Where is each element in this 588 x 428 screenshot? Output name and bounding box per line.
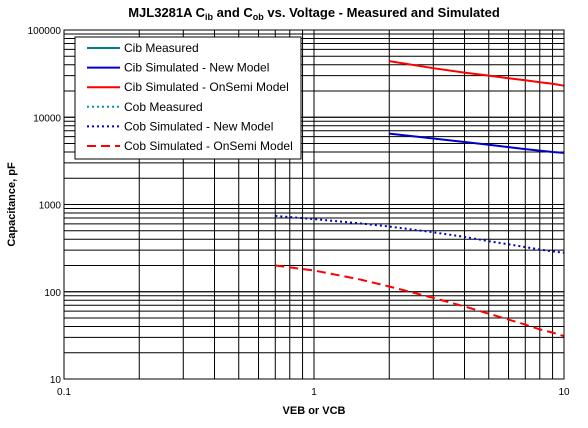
- legend-box: [74, 36, 302, 160]
- legend-label: Cob Simulated - New Model: [124, 119, 273, 133]
- series-line: [389, 132, 565, 154]
- legend-label: Cob Measured: [124, 100, 203, 114]
- chart-title: MJL3281A Cib and Cob vs. Voltage - Measu…: [128, 5, 500, 22]
- series-line: [389, 60, 565, 87]
- series-line: [275, 214, 565, 254]
- legend-items: Cib Measured Cib Simulated - New Model Cib…: [87, 41, 293, 153]
- title-prefix: MJL3281A C: [128, 5, 205, 20]
- series-line: [275, 264, 565, 338]
- tick-labels: 0.1 1 10 10 100 1000 10000 100000: [28, 26, 570, 398]
- title-sub-ob: ob: [253, 12, 264, 22]
- y-tick-label: 10000: [33, 113, 61, 124]
- legend: Cib Measured Cib Simulated - New Model Cib…: [74, 36, 302, 160]
- title-sub-ib: ib: [205, 12, 214, 22]
- legend-label: Cib Simulated - OnSemi Model: [124, 80, 289, 94]
- x-axis-title: VEB or VCB: [283, 405, 346, 417]
- legend-label: Cob Simulated - OnSemi Model: [124, 139, 293, 153]
- series-layer: [275, 60, 565, 338]
- title-mid: and C: [213, 5, 253, 20]
- legend-label: Cib Measured: [124, 41, 199, 55]
- title-suffix: vs. Voltage - Measured and Simulated: [264, 5, 500, 20]
- y-tick-label: 100: [44, 288, 61, 299]
- legend-label: Cib Simulated - New Model: [124, 61, 269, 75]
- y-tick-label: 1000: [39, 201, 62, 212]
- y-tick-label: 10: [50, 375, 62, 386]
- y-axis-title: Capacitance, pF: [6, 162, 18, 247]
- x-tick-label: 0.1: [57, 387, 71, 398]
- y-tick-label: 100000: [28, 26, 62, 37]
- x-tick-label: 10: [558, 387, 570, 398]
- plot-frame: [63, 29, 565, 380]
- x-tick-label: 1: [311, 387, 317, 398]
